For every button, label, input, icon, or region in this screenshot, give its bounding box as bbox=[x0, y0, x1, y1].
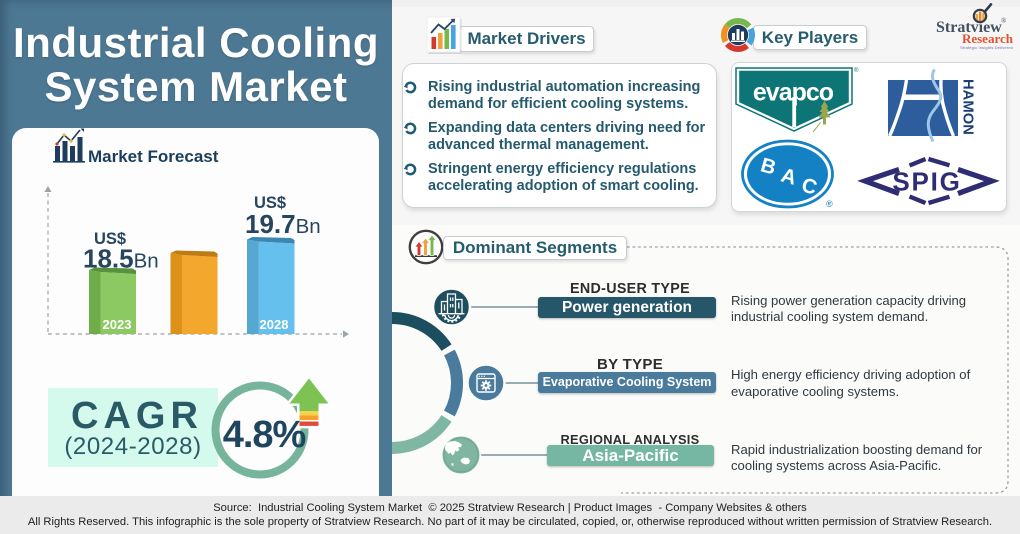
svg-text:®: ® bbox=[854, 67, 859, 74]
svg-text:2028: 2028 bbox=[260, 317, 289, 332]
svg-text:US$: US$ bbox=[94, 230, 126, 248]
svg-text:2023: 2023 bbox=[103, 317, 132, 332]
svg-text:Stratview: Stratview bbox=[936, 19, 1002, 36]
svg-text:Strategic Insights Delivered: Strategic Insights Delivered bbox=[960, 45, 1013, 50]
svg-text:B: B bbox=[758, 153, 779, 179]
svg-text:US$: US$ bbox=[254, 194, 286, 212]
svg-text:SPIG: SPIG bbox=[892, 167, 961, 197]
svg-text:A: A bbox=[778, 164, 799, 190]
svg-text:®: ® bbox=[826, 199, 833, 209]
svg-text:C: C bbox=[799, 173, 820, 199]
svg-text:18.5Bn: 18.5Bn bbox=[83, 244, 159, 274]
svg-text:HAMON: HAMON bbox=[960, 79, 976, 135]
svg-text:19.7Bn: 19.7Bn bbox=[245, 209, 321, 239]
svg-text:Research: Research bbox=[962, 31, 1014, 46]
svg-text:®: ® bbox=[1001, 17, 1007, 25]
